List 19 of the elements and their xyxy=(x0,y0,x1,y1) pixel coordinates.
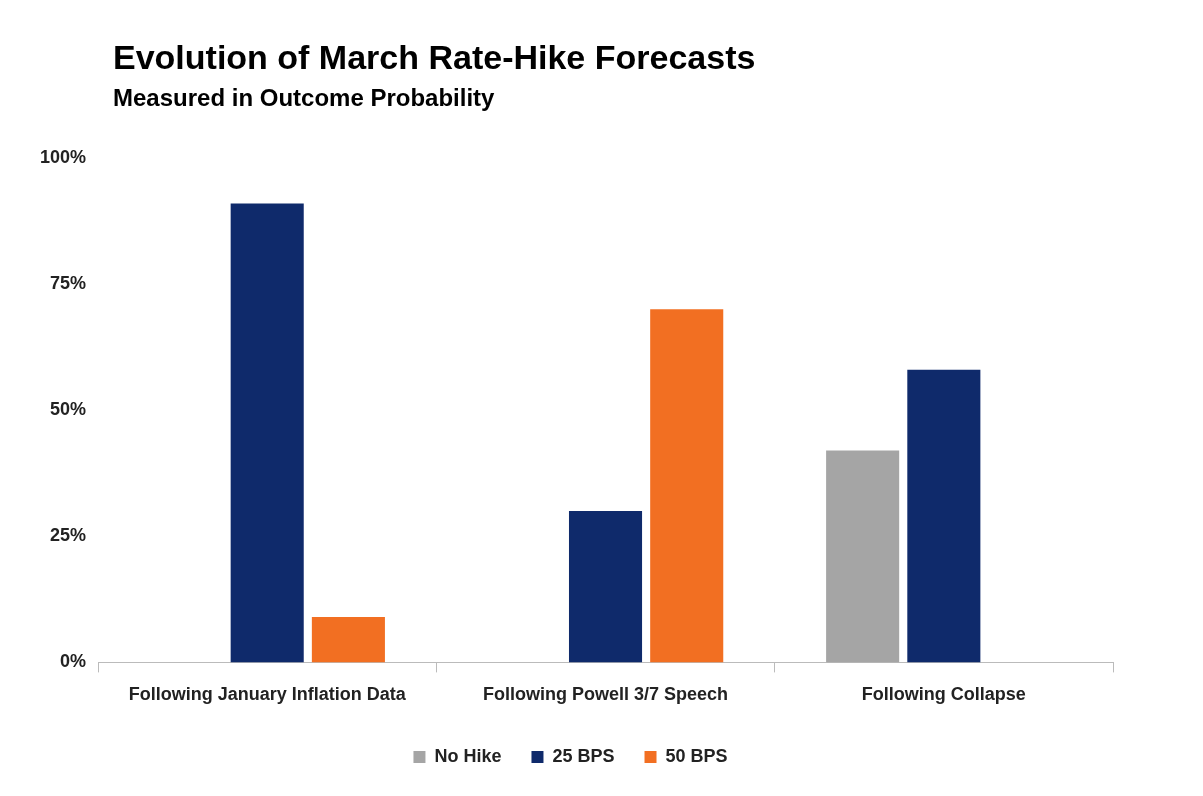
chart-title: Evolution of March Rate-Hike Forecasts xyxy=(113,38,756,77)
legend-label: 50 BPS xyxy=(665,745,728,766)
y-tick-label: 25% xyxy=(50,525,87,546)
y-tick-label: 75% xyxy=(50,273,87,294)
y-tick-label: 100% xyxy=(39,146,87,167)
chart-subtitle: Measured in Outcome Probability xyxy=(113,84,495,112)
legend-label: No Hike xyxy=(434,745,502,766)
bar xyxy=(568,511,643,663)
bar xyxy=(650,309,724,663)
y-tick-label: 50% xyxy=(50,399,87,420)
bar xyxy=(230,203,304,663)
legend-label: 25 BPS xyxy=(552,745,615,766)
x-tick-label: Following January Inflation Data xyxy=(128,684,407,705)
y-tick-label: 0% xyxy=(60,651,87,672)
x-tick-label: Following Collapse xyxy=(861,684,1026,705)
bar xyxy=(826,450,900,663)
bar xyxy=(311,617,385,663)
bar xyxy=(907,369,981,663)
x-tick-label: Following Powell 3/7 Speech xyxy=(482,684,729,705)
